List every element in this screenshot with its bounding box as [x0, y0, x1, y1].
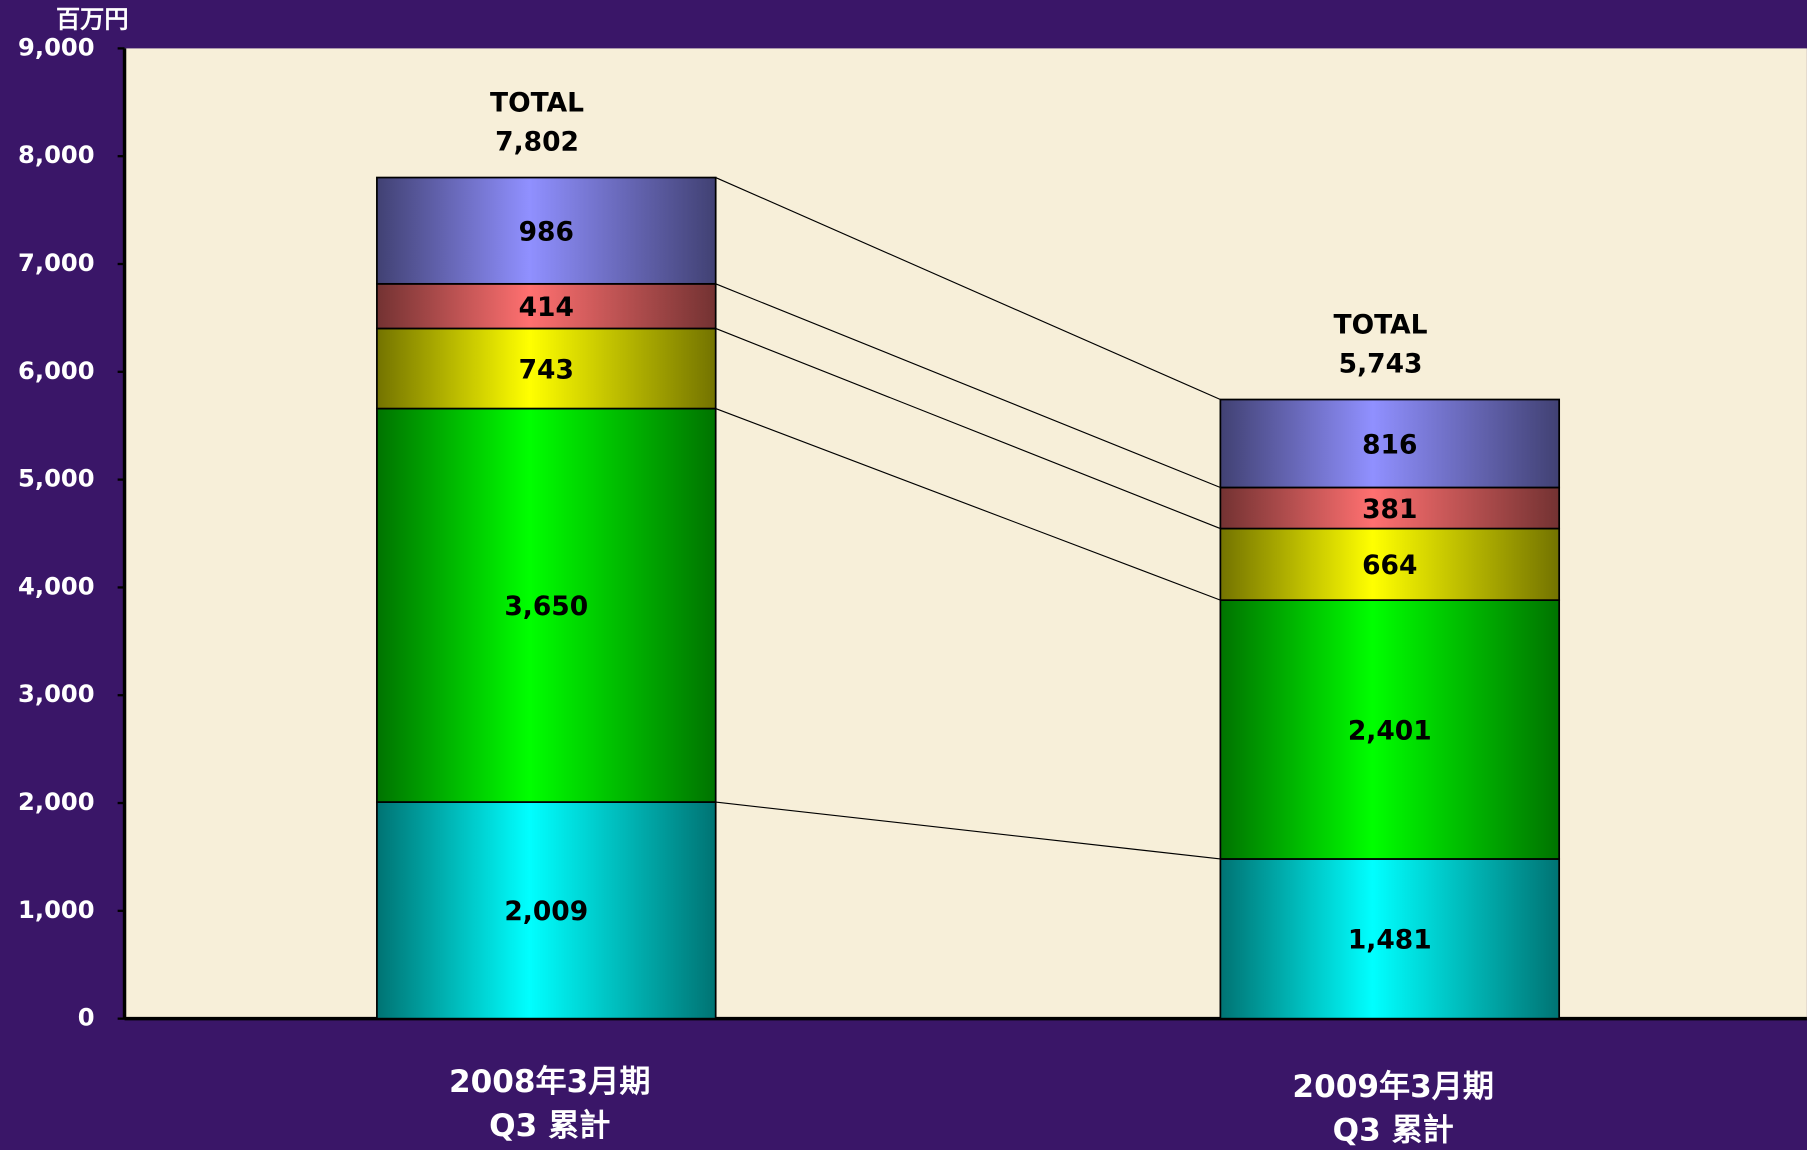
y-tick-label: 4,000: [18, 572, 95, 600]
total-title: TOTAL: [490, 87, 584, 118]
total-title: TOTAL: [1334, 309, 1428, 340]
y-tick-label: 6,000: [18, 357, 95, 385]
value-label: 2,009: [504, 896, 588, 927]
y-tick-label: 7,000: [18, 249, 95, 277]
x-tick-label: 2009年3月期 Q3 累計: [1292, 1069, 1494, 1149]
connector: [715, 177, 1221, 401]
x-tick-label: 2008年3月期 Q3 累計: [449, 1064, 651, 1144]
value-label: 2,401: [1348, 715, 1432, 746]
connector: [715, 408, 1221, 601]
value-label: 414: [519, 292, 574, 323]
value-label: 743: [519, 354, 574, 385]
value-label: 1,481: [1348, 925, 1432, 956]
value-label: 381: [1362, 494, 1417, 525]
bar-segment: [376, 801, 717, 1020]
connector: [715, 327, 1221, 530]
value-label: 3,650: [504, 591, 588, 622]
y-unit: 百万円: [56, 6, 129, 34]
bar-segment: [1219, 527, 1561, 602]
y-tick-label: 1,000: [18, 896, 95, 924]
bar-segment: [376, 176, 717, 285]
y-tick-label: 2,000: [18, 788, 95, 816]
value-label: 986: [519, 216, 574, 247]
total-value: 5,743: [1339, 348, 1423, 379]
value-label: 664: [1362, 550, 1417, 581]
bar-segment: [376, 407, 717, 803]
bar-segment: [376, 282, 717, 330]
y-tick-label: 9,000: [18, 33, 95, 61]
bar-segment: [1219, 858, 1561, 1020]
bar-segment: [1219, 486, 1561, 530]
y-tick-label: 8,000: [18, 141, 95, 169]
value-label: 816: [1362, 429, 1417, 460]
bar-segment: [1219, 398, 1561, 489]
y-tick-label: 5,000: [18, 465, 95, 493]
connector: [715, 801, 1221, 860]
y-tick-label: 0: [78, 1004, 95, 1032]
bar-segment: [376, 327, 717, 410]
total-value: 7,802: [495, 126, 579, 157]
y-tick-label: 3,000: [18, 680, 95, 708]
connector: [715, 283, 1221, 489]
